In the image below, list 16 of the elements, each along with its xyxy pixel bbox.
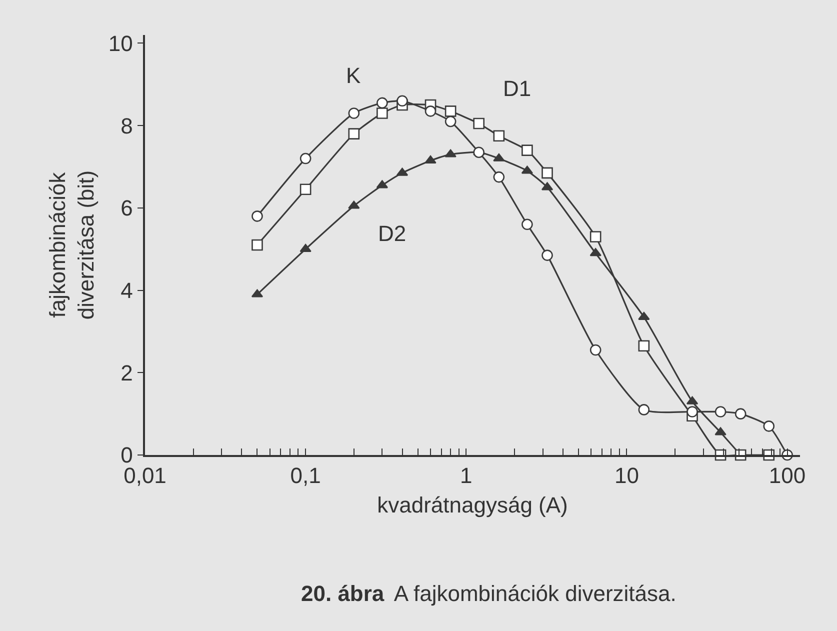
y-tick-label: 10 xyxy=(108,30,133,56)
y-tick-label: 6 xyxy=(120,196,133,221)
series-label: K xyxy=(346,63,361,88)
x-tick-label: 100 xyxy=(768,463,806,488)
x-axis-title: kvadrátnagyság (A) xyxy=(377,492,568,518)
x-tick-label: 1 xyxy=(460,463,472,488)
text: A fajkombinációk diverzitása. xyxy=(389,581,676,606)
y-tick-label: 4 xyxy=(120,278,133,303)
y-tick-label: 8 xyxy=(120,113,133,138)
x-tick-label: 10 xyxy=(614,463,639,488)
text: 20. ábra xyxy=(301,581,385,606)
series-label: D2 xyxy=(378,221,406,246)
x-tick-label: 0,1 xyxy=(290,463,321,488)
y-axis-title: fajkombinációk diverzitása (bit) xyxy=(45,170,99,320)
series-label: D1 xyxy=(503,76,532,101)
y-tick-label: 2 xyxy=(120,360,133,386)
